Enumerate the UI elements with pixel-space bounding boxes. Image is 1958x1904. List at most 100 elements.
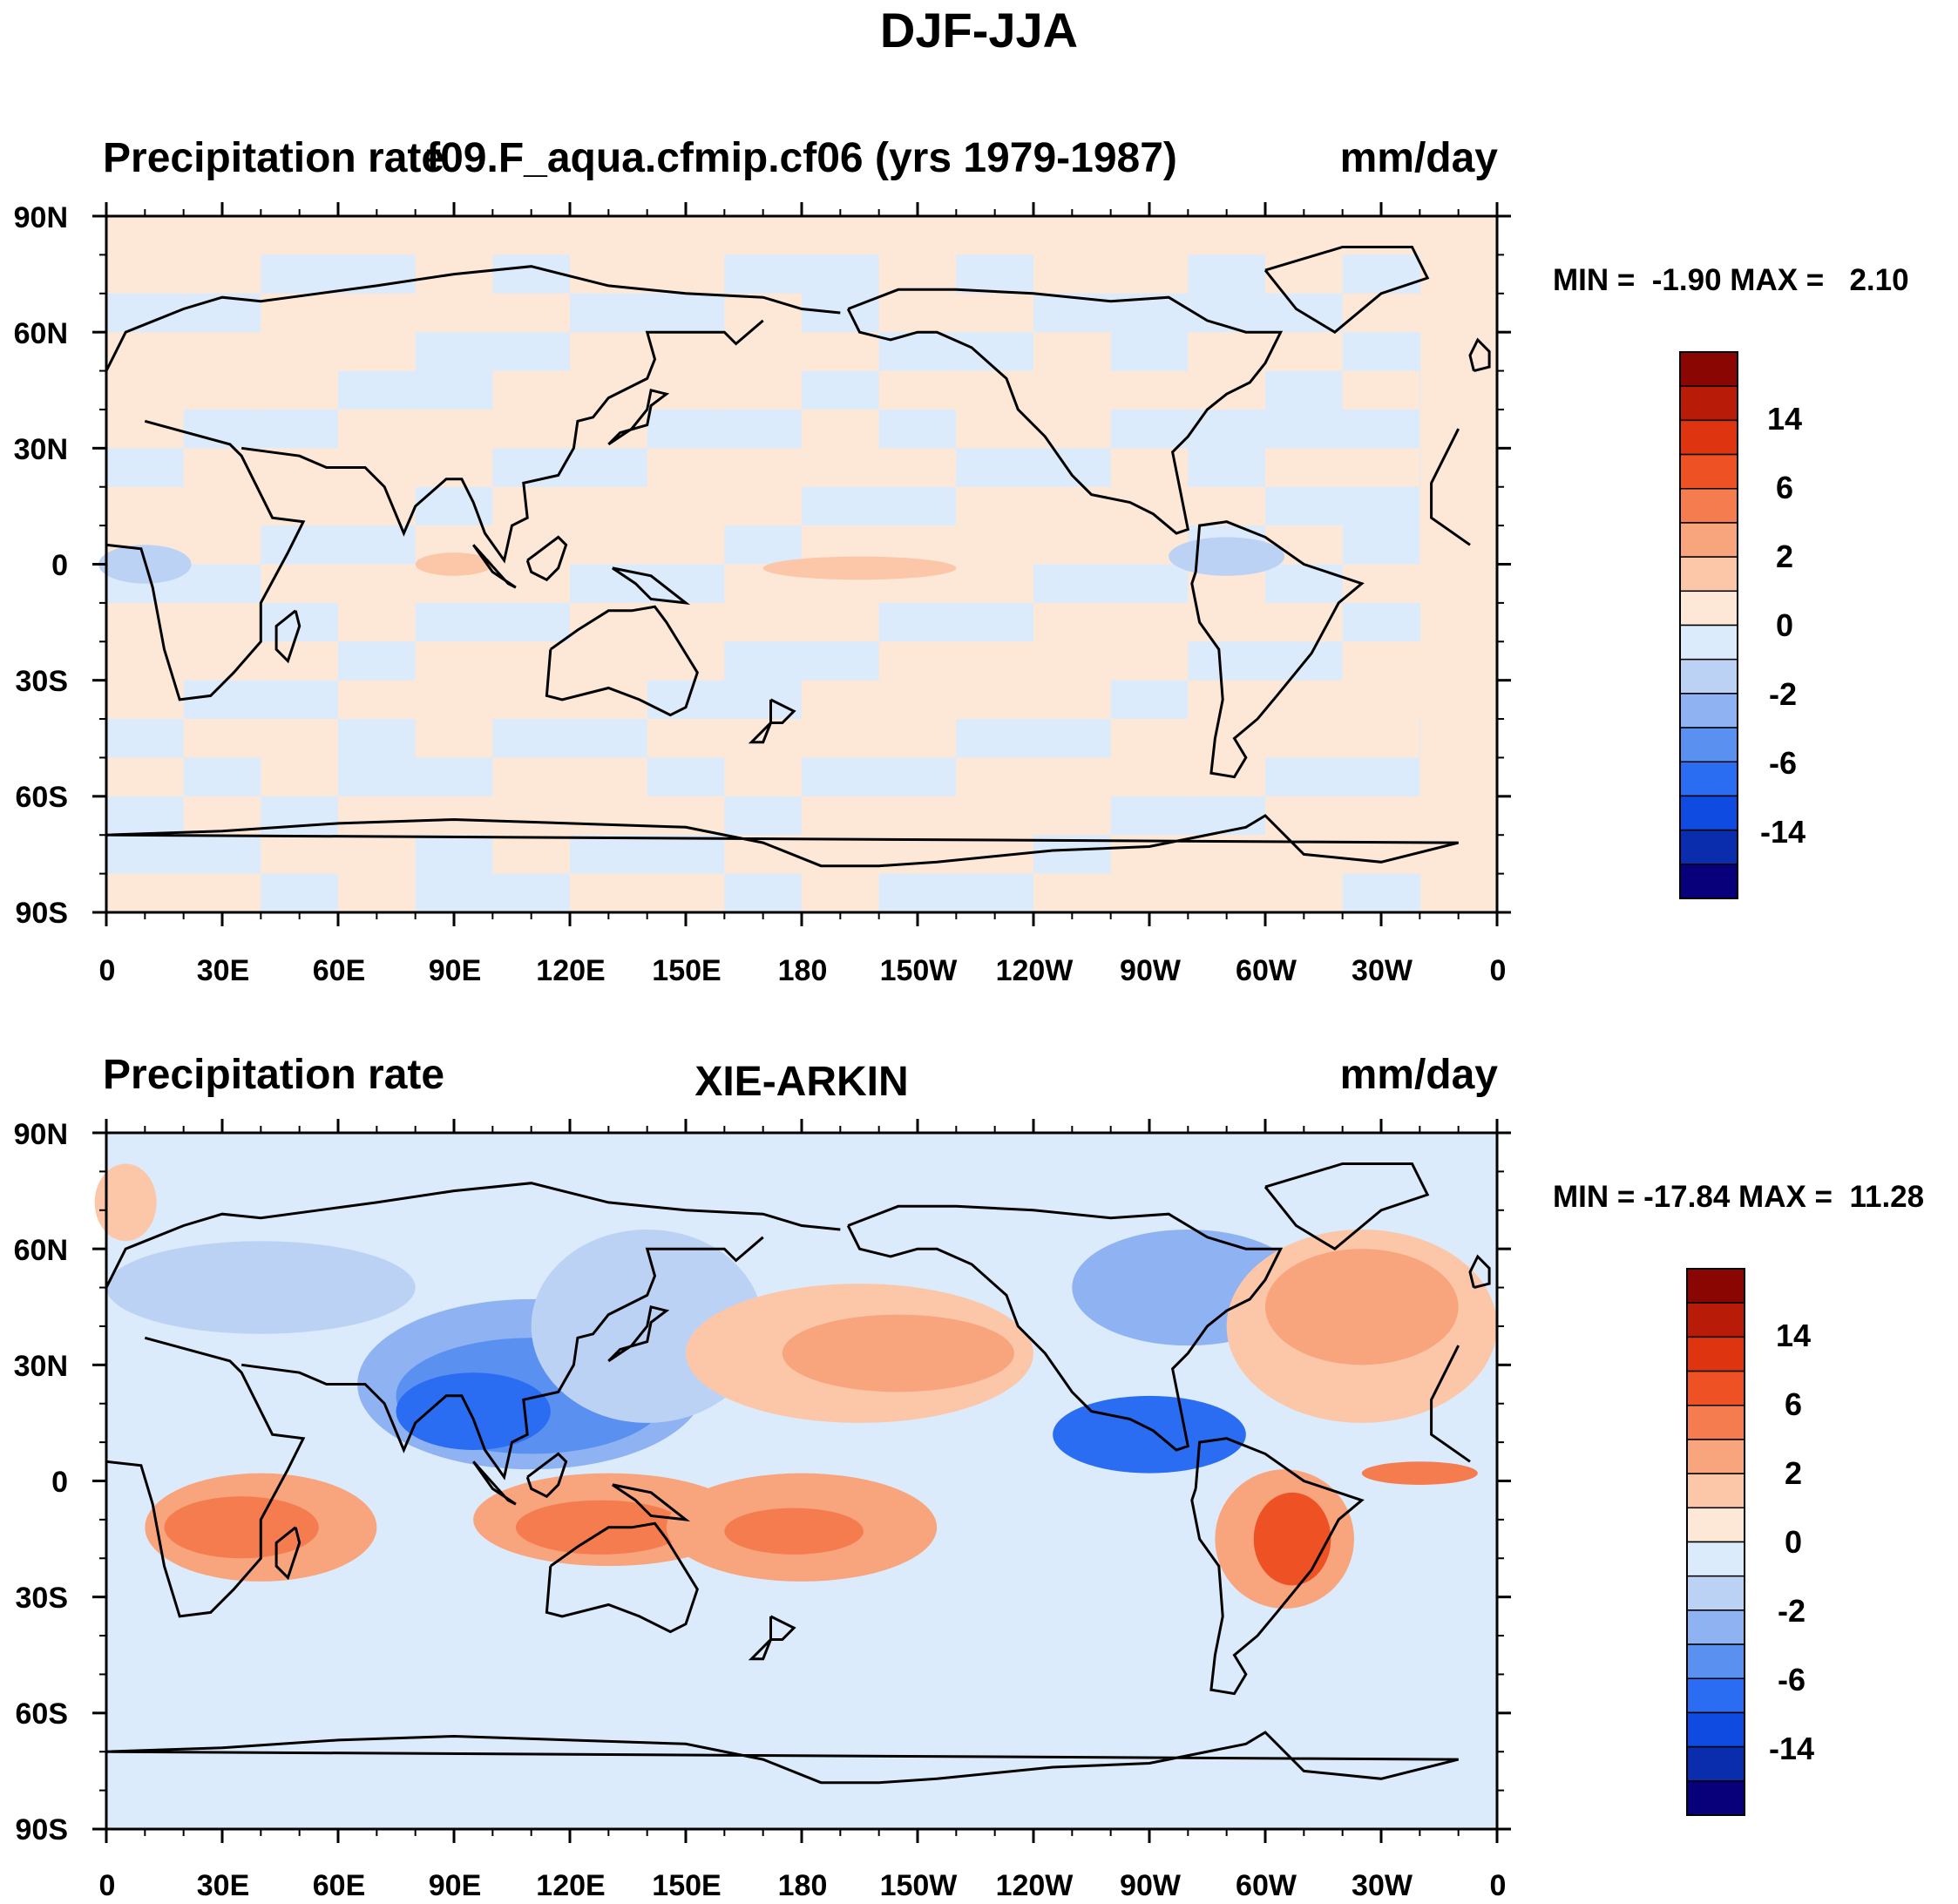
contour-region — [1361, 1461, 1478, 1485]
colorbar-swatch — [1686, 1711, 1745, 1748]
y-tick-label: 90S — [15, 1813, 69, 1846]
colorbar-swatch — [1686, 1780, 1745, 1816]
contour-region — [1188, 409, 1265, 449]
contour-region — [1110, 409, 1189, 449]
contour-region — [1253, 1492, 1331, 1586]
colorbar-swatch — [1686, 1370, 1745, 1406]
coastline — [105, 1336, 1471, 1618]
coastline — [545, 1521, 699, 1634]
coastline — [105, 814, 1460, 868]
colorbar-label: 2 — [1785, 1455, 1803, 1491]
x-tick-label: 30E — [196, 954, 250, 987]
colorbar-swatch — [1686, 1745, 1745, 1782]
contour-region — [1188, 641, 1265, 681]
colorbar-swatch — [1686, 1643, 1745, 1679]
contour-region — [492, 602, 570, 642]
contour-region — [1265, 1249, 1459, 1365]
min-value: -17.84 — [1643, 1180, 1731, 1214]
coastline — [1468, 1254, 1491, 1290]
coastline — [105, 1182, 841, 1289]
colorbar-frame — [1679, 351, 1738, 899]
x-tick-label: 150W — [879, 954, 958, 987]
contour-region — [183, 835, 261, 874]
colorbar-swatch — [1686, 1575, 1745, 1611]
coastline — [1190, 520, 1365, 779]
x-tick-label: 90W — [1120, 1869, 1181, 1902]
contour-region — [802, 254, 879, 294]
coastline — [846, 1204, 1284, 1452]
colorbar-swatch — [1686, 1405, 1745, 1440]
contour-region — [802, 757, 879, 796]
x-tick-label: 0 — [1489, 1869, 1507, 1902]
x-tick-label: 120E — [536, 954, 606, 987]
contour-region — [164, 1496, 319, 1559]
x-tick-label: 60W — [1236, 954, 1297, 987]
x-tick-label: 90E — [428, 1869, 482, 1902]
contour-region — [878, 757, 957, 796]
contour-region — [183, 757, 261, 796]
contour-region — [1033, 564, 1111, 603]
y-tick-label: 60S — [15, 1697, 69, 1731]
colorbar-label: 14 — [1776, 1318, 1812, 1353]
contour-region — [338, 641, 416, 681]
panel-center-title: f09.F_aqua.cfmip.cf06 (yrs 1979-1987) — [426, 135, 1177, 181]
x-tick-label: 150E — [652, 954, 722, 987]
contour-region — [261, 254, 338, 294]
contour-region — [261, 873, 338, 912]
colorbar-label: 6 — [1776, 470, 1794, 505]
colorbar-swatch — [1686, 1677, 1745, 1714]
colorbar-swatch — [1686, 1336, 1745, 1372]
contour-region — [724, 525, 802, 565]
panel-units-title: mm/day — [1339, 1052, 1498, 1098]
contour-region — [724, 873, 802, 912]
contour-region — [415, 332, 493, 371]
y-tick-label: 60S — [15, 781, 69, 814]
colorbar-top — [1679, 351, 1738, 899]
contour-region — [1265, 564, 1343, 603]
contour-region — [878, 873, 957, 912]
contour-region — [570, 835, 647, 874]
contour-region — [338, 719, 416, 758]
max-value: 11.28 — [1849, 1180, 1925, 1214]
contour-region — [647, 293, 725, 333]
contour-region — [802, 486, 879, 526]
panel-center-title: XIE-ARKIN — [694, 1059, 909, 1105]
coastline — [274, 609, 301, 664]
contour-region — [956, 873, 1033, 912]
contour-region — [956, 332, 1033, 371]
contour-region — [338, 757, 416, 796]
colorbar-label: 2 — [1776, 539, 1794, 574]
colorbar-swatch — [1686, 1302, 1745, 1338]
x-tick-label: 30E — [196, 1869, 250, 1902]
contour-region — [724, 1508, 864, 1555]
contour-region — [802, 641, 879, 681]
contour-region — [492, 873, 570, 912]
contour-region — [1033, 448, 1111, 487]
x-tick-label: 90E — [428, 954, 482, 987]
x-tick-label: 30W — [1352, 954, 1413, 987]
contour-region — [492, 719, 570, 758]
contour-region — [1342, 486, 1420, 526]
contour-region — [1419, 370, 1421, 410]
contour-region — [1265, 757, 1343, 796]
map-plot-bottom — [92, 1119, 1511, 1843]
colorbar-label: -2 — [1778, 1593, 1806, 1629]
contour-region — [1188, 448, 1265, 487]
coastline — [525, 535, 568, 582]
coastline — [748, 1615, 796, 1661]
contour-region — [1342, 332, 1420, 371]
colorbar-label: 14 — [1767, 401, 1803, 437]
contour-region — [762, 556, 957, 580]
y-tick-label: 30N — [13, 1350, 68, 1383]
min-max-readout: MIN = -1.90 MAX = 2.10 — [1553, 263, 1909, 298]
contour-region — [570, 448, 647, 487]
contour-region — [1110, 680, 1189, 720]
colorbar-swatch — [1686, 1268, 1745, 1304]
contour-region — [1342, 757, 1420, 796]
contour-region — [1419, 873, 1421, 912]
x-tick-label: 60E — [312, 954, 366, 987]
max-label: MAX = — [1738, 1180, 1833, 1214]
contour-region — [956, 602, 1033, 642]
contour-region — [1110, 332, 1189, 371]
max-label: MAX = — [1730, 263, 1825, 297]
